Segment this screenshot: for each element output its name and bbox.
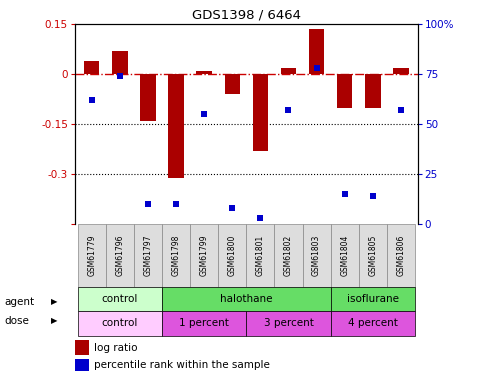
Point <box>88 98 96 104</box>
Bar <box>337 74 353 108</box>
Point <box>228 206 236 212</box>
Bar <box>309 29 324 74</box>
Point <box>284 107 292 113</box>
Bar <box>169 74 184 178</box>
Text: GSM61801: GSM61801 <box>256 235 265 276</box>
Text: GSM61804: GSM61804 <box>340 235 349 276</box>
Point <box>397 107 405 113</box>
Bar <box>140 74 156 121</box>
Bar <box>387 225 415 287</box>
Bar <box>106 225 134 287</box>
Bar <box>246 225 274 287</box>
Text: GSM61779: GSM61779 <box>87 235 96 276</box>
Text: log ratio: log ratio <box>94 343 137 353</box>
Bar <box>331 311 415 336</box>
Text: GSM61803: GSM61803 <box>312 235 321 276</box>
Bar <box>281 68 296 74</box>
Text: dose: dose <box>5 316 30 326</box>
Point <box>172 201 180 207</box>
Bar <box>331 225 359 287</box>
Text: GSM61799: GSM61799 <box>199 235 209 276</box>
Point <box>144 201 152 207</box>
Bar <box>84 61 99 74</box>
Text: GSM61805: GSM61805 <box>369 235 377 276</box>
Text: 1 percent: 1 percent <box>179 318 229 328</box>
Text: GSM61800: GSM61800 <box>228 235 237 276</box>
Text: 4 percent: 4 percent <box>348 318 398 328</box>
Bar <box>190 225 218 287</box>
Point <box>200 111 208 117</box>
Bar <box>218 225 246 287</box>
Bar <box>253 74 268 151</box>
Text: percentile rank within the sample: percentile rank within the sample <box>94 360 270 370</box>
Bar <box>112 51 128 74</box>
Title: GDS1398 / 6464: GDS1398 / 6464 <box>192 9 301 22</box>
Text: GSM61806: GSM61806 <box>397 235 405 276</box>
Bar <box>78 225 106 287</box>
Bar <box>365 74 381 108</box>
Text: GSM61798: GSM61798 <box>171 235 181 276</box>
Bar <box>134 225 162 287</box>
Text: ▶: ▶ <box>51 316 57 325</box>
Text: agent: agent <box>5 297 35 307</box>
Bar <box>78 287 162 311</box>
Text: control: control <box>101 318 138 328</box>
Text: isoflurane: isoflurane <box>347 294 399 304</box>
Text: ▶: ▶ <box>51 297 57 306</box>
Bar <box>162 287 331 311</box>
Bar <box>78 311 162 336</box>
Bar <box>393 68 409 74</box>
Point <box>313 65 320 71</box>
Bar <box>225 74 240 94</box>
Bar <box>274 225 302 287</box>
Point <box>369 194 377 200</box>
Text: GSM61802: GSM61802 <box>284 235 293 276</box>
Text: control: control <box>101 294 138 304</box>
Bar <box>359 225 387 287</box>
Text: 3 percent: 3 percent <box>264 318 313 328</box>
Bar <box>246 311 331 336</box>
Bar <box>302 225 331 287</box>
Text: halothane: halothane <box>220 294 272 304</box>
Point <box>116 74 124 80</box>
Text: GSM61796: GSM61796 <box>115 235 124 276</box>
Bar <box>197 71 212 74</box>
Bar <box>162 225 190 287</box>
Bar <box>162 311 246 336</box>
Bar <box>75 359 88 371</box>
Point <box>256 216 264 222</box>
Point <box>341 192 349 198</box>
Bar <box>331 287 415 311</box>
Bar <box>75 340 88 355</box>
Text: GSM61797: GSM61797 <box>143 235 153 276</box>
